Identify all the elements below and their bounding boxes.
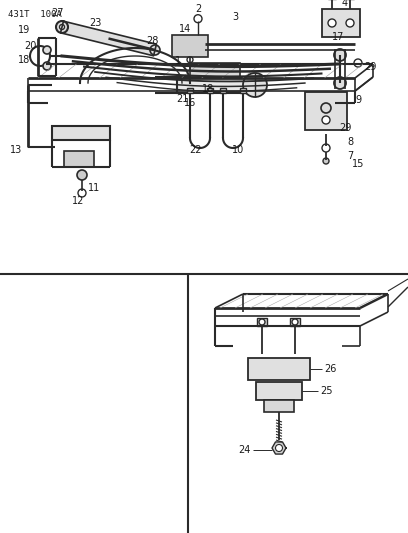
Text: 4: 4 (342, 0, 348, 8)
Text: 24: 24 (239, 445, 251, 455)
Bar (240, 88, 246, 93)
Text: 8: 8 (347, 137, 353, 147)
Bar (52, 126, 110, 140)
Text: 17: 17 (332, 32, 344, 42)
Bar (187, 88, 193, 93)
Circle shape (259, 319, 265, 325)
Bar (322, 9, 360, 37)
Circle shape (243, 73, 267, 97)
Bar (264, 400, 294, 412)
Text: 1: 1 (175, 56, 181, 66)
Text: 26: 26 (324, 364, 336, 374)
Circle shape (322, 116, 330, 124)
Circle shape (77, 170, 87, 180)
Circle shape (346, 19, 354, 27)
Bar (177, 77, 253, 93)
Bar (220, 88, 226, 93)
Text: 16: 16 (184, 98, 196, 108)
Bar (172, 35, 208, 56)
Text: 28: 28 (146, 36, 158, 46)
Text: 18: 18 (18, 55, 30, 65)
Circle shape (321, 103, 331, 113)
Bar (207, 88, 213, 93)
Circle shape (323, 158, 329, 164)
Circle shape (334, 77, 346, 89)
Circle shape (60, 25, 64, 29)
Text: 19: 19 (18, 25, 30, 35)
Text: 22: 22 (189, 145, 201, 155)
Text: 13: 13 (10, 145, 22, 155)
Circle shape (334, 49, 346, 61)
Circle shape (322, 144, 330, 152)
Text: 2: 2 (195, 4, 201, 14)
Circle shape (194, 15, 202, 23)
Bar (305, 92, 347, 130)
Text: 7: 7 (347, 151, 353, 161)
Circle shape (78, 189, 86, 197)
Circle shape (354, 59, 362, 67)
Text: 25: 25 (320, 386, 333, 396)
Text: 29: 29 (339, 123, 351, 133)
Bar (257, 318, 267, 326)
Polygon shape (272, 442, 286, 454)
Text: 3: 3 (232, 12, 238, 22)
Circle shape (56, 21, 68, 33)
Bar (256, 382, 302, 400)
Text: 18: 18 (202, 84, 214, 94)
Text: 12: 12 (72, 196, 84, 206)
Text: 27: 27 (52, 8, 64, 18)
Circle shape (328, 19, 336, 27)
Text: 10: 10 (232, 145, 244, 155)
Text: 20: 20 (24, 41, 36, 51)
Text: 23: 23 (89, 18, 101, 28)
Bar (64, 151, 94, 167)
Circle shape (275, 445, 282, 451)
Circle shape (150, 45, 160, 55)
Circle shape (43, 46, 51, 54)
Text: 14: 14 (179, 23, 191, 34)
Bar (190, 63, 240, 77)
Bar (248, 358, 310, 380)
Bar (290, 318, 300, 326)
Text: 21: 21 (176, 94, 188, 104)
Circle shape (43, 62, 51, 70)
Text: 431T  100A: 431T 100A (8, 10, 62, 19)
Polygon shape (60, 21, 156, 56)
Circle shape (292, 319, 298, 325)
Text: 29: 29 (364, 62, 376, 72)
Text: 11: 11 (88, 183, 100, 193)
Text: 15: 15 (352, 159, 364, 169)
Text: 9: 9 (355, 95, 361, 105)
